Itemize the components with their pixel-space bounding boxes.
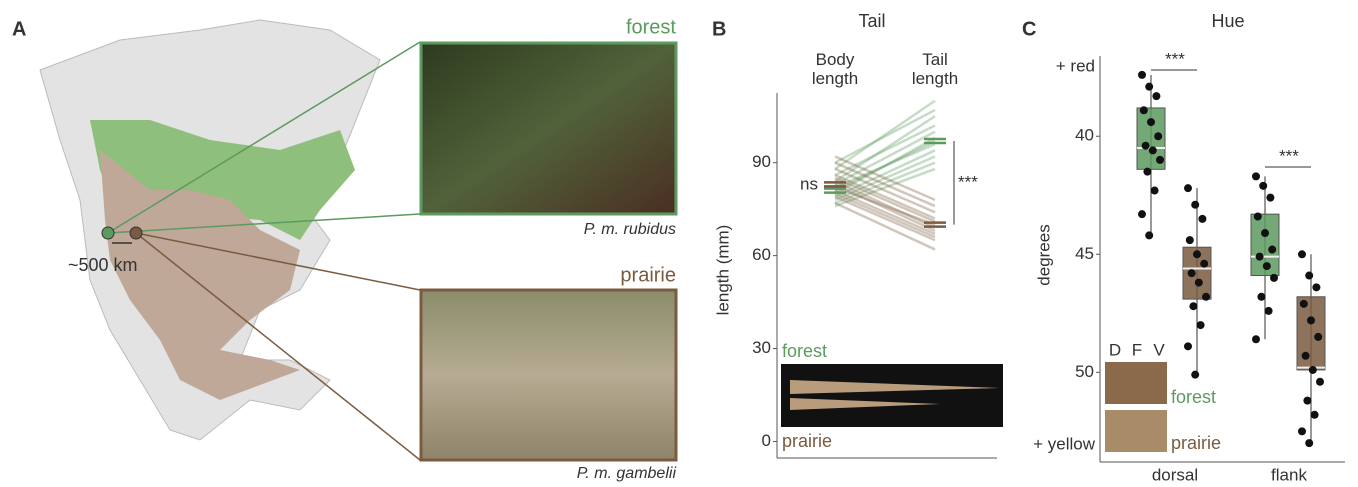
y-axis-label: degrees <box>1034 224 1053 285</box>
data-point <box>1200 260 1208 268</box>
data-point <box>1307 316 1315 324</box>
prairie-species: P. m. gambelii <box>577 465 677 482</box>
x-tick-label: flank <box>1271 465 1307 484</box>
inset-label: D <box>1109 340 1121 359</box>
data-point <box>1138 210 1146 218</box>
data-point <box>1202 293 1210 301</box>
data-point <box>1263 262 1271 270</box>
data-point <box>1186 236 1194 244</box>
data-point <box>1254 213 1262 221</box>
data-point <box>1140 106 1148 114</box>
data-point <box>1142 142 1150 150</box>
data-point <box>1305 272 1313 280</box>
pelt-forest <box>1105 362 1167 404</box>
data-point <box>1298 427 1306 435</box>
data-point <box>1197 321 1205 329</box>
column-label: Body length <box>800 50 870 88</box>
data-point <box>1151 187 1159 195</box>
data-point <box>1147 118 1155 126</box>
data-point <box>1261 229 1269 237</box>
y-tick-label: 60 <box>752 245 771 264</box>
inset-label: V <box>1153 340 1165 359</box>
prairie-label: prairie <box>620 264 676 286</box>
forest-species: P. m. rubidus <box>584 221 676 238</box>
data-point <box>1312 283 1320 291</box>
data-point <box>1195 279 1203 287</box>
data-point <box>1191 371 1199 379</box>
annotation: *** <box>1279 146 1299 165</box>
chart-title: Tail <box>858 11 885 31</box>
data-point <box>1309 366 1317 374</box>
series-label: forest <box>782 341 827 361</box>
figure: A forest P. m. rubidus prairie P. m. gam… <box>0 0 1358 487</box>
data-point <box>1252 172 1260 180</box>
data-point <box>1257 293 1265 301</box>
column-label: Tail length <box>900 50 970 88</box>
annotation: ns <box>800 174 818 193</box>
data-point <box>1152 92 1160 100</box>
data-point <box>1270 274 1278 282</box>
panel-letter: A <box>12 18 26 40</box>
data-point <box>1298 250 1306 258</box>
tail-photo <box>781 364 1003 427</box>
y-tick-label: 30 <box>752 338 771 357</box>
data-point <box>1259 182 1267 190</box>
x-tick-label: dorsal <box>1152 465 1198 484</box>
series-label: forest <box>1171 387 1216 407</box>
data-point <box>1188 269 1196 277</box>
axis-end-label: + red <box>1056 56 1095 75</box>
data-point <box>1252 335 1260 343</box>
data-point <box>1302 352 1310 360</box>
y-tick-label: 90 <box>752 152 771 171</box>
data-point <box>1145 83 1153 91</box>
data-point <box>1191 201 1199 209</box>
inset-label: F <box>1132 340 1142 359</box>
map <box>40 20 676 460</box>
page: A forest P. m. rubidus prairie P. m. gam… <box>0 0 1358 487</box>
data-point <box>1198 215 1206 223</box>
data-point <box>1184 184 1192 192</box>
pelt-prairie <box>1105 410 1167 452</box>
data-point <box>1268 246 1276 254</box>
data-point <box>1154 132 1162 140</box>
data-point <box>1303 397 1311 405</box>
box <box>1297 297 1325 370</box>
data-point <box>1149 146 1157 154</box>
data-point <box>1156 156 1164 164</box>
data-point <box>1265 307 1273 315</box>
data-point <box>1256 253 1264 261</box>
y-tick-label: 45 <box>1075 244 1094 263</box>
y-tick-label: 50 <box>1075 362 1094 381</box>
series-label: prairie <box>1171 433 1221 453</box>
chart-title: Hue <box>1211 11 1244 31</box>
panel-letter: C <box>1022 18 1036 40</box>
data-point <box>1305 439 1313 447</box>
data-point <box>1311 411 1319 419</box>
data-point <box>1300 300 1308 308</box>
y-tick-label: 0 <box>762 431 771 450</box>
y-axis-label: length (mm) <box>713 225 732 316</box>
data-point <box>1266 194 1274 202</box>
data-point <box>1189 302 1197 310</box>
data-point <box>1314 333 1322 341</box>
y-tick-label: 40 <box>1075 126 1094 145</box>
data-point <box>1143 168 1151 176</box>
series-label: prairie <box>782 431 832 451</box>
distance-label: ~500 km <box>68 255 138 275</box>
data-point <box>1138 71 1146 79</box>
data-point <box>1193 250 1201 258</box>
data-point <box>1316 378 1324 386</box>
annotation: *** <box>1165 49 1185 68</box>
data-point <box>1145 231 1153 239</box>
individual-line <box>835 110 935 163</box>
annotation: *** <box>958 172 978 191</box>
axis-end-label: + yellow <box>1033 434 1096 453</box>
panel-letter: B <box>712 18 726 40</box>
data-point <box>1184 342 1192 350</box>
forest-label: forest <box>626 16 676 38</box>
